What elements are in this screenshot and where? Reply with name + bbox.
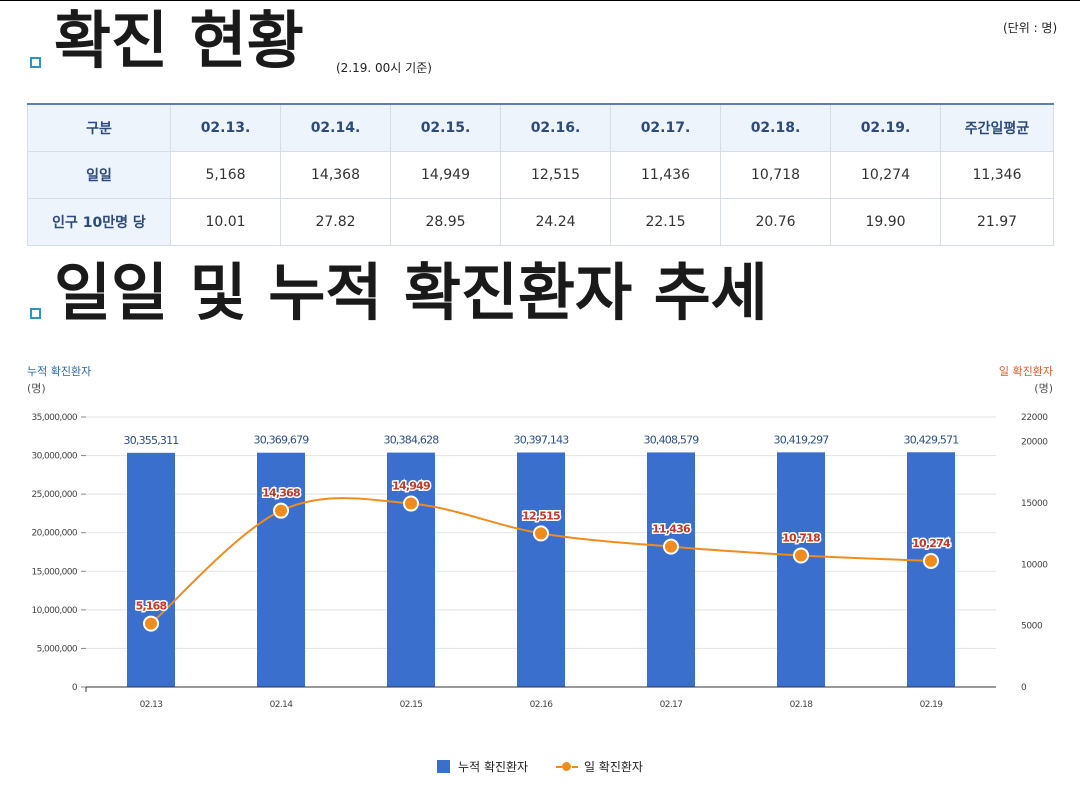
bar-cumulative: [517, 452, 565, 687]
left-axis-title: 누적 확진환자: [27, 365, 92, 378]
right-axis-tick-label: 5000: [1021, 622, 1043, 632]
table-cell: 22.15: [610, 198, 721, 246]
bar-cumulative: [777, 452, 825, 687]
top-rule: [0, 0, 1080, 1]
line-data-label: 5,168: [136, 600, 167, 613]
table-header-cell: 02.19.: [830, 103, 941, 152]
right-axis-unit: (명): [1034, 382, 1053, 395]
section2-title: 일일 및 누적 확진환자 추세: [54, 256, 768, 329]
right-axis-tick-label: 15000: [1021, 499, 1048, 509]
line-data-label: 11,436: [652, 523, 691, 536]
row-label: 일일: [27, 151, 171, 199]
legend-line-marker-icon: [555, 760, 578, 773]
trend-chart: 30,355,311 30,369,679 30,384,628 30,397,143…: [31, 413, 1048, 710]
table-cell: 28.95: [390, 198, 501, 246]
table-cell: 20.76: [720, 198, 831, 246]
legend-label: 일 확진환자: [583, 760, 643, 774]
legend-item-bar: 누적 확진환자: [437, 758, 528, 775]
section1-bullet-icon: [30, 57, 41, 68]
table-cell: 21.97: [940, 198, 1054, 246]
x-tick-label: 02.13: [140, 700, 163, 710]
right-axis-tick-label: 22000: [1021, 413, 1048, 423]
unit-note: (단위 : 명): [1003, 21, 1058, 35]
left-axis-unit: (명): [27, 382, 46, 395]
section2-bullet-icon: [30, 308, 41, 319]
x-tick-label: 02.14: [270, 700, 294, 710]
left-axis-tick-label: 20,000,000: [31, 529, 77, 539]
table-header-cell: 02.18.: [720, 103, 831, 152]
table-row-per-100k: 인구 10만명 당 10.01 27.82 28.95 24.24 22.15 …: [27, 198, 1054, 246]
bar-cumulative: [387, 452, 435, 687]
row-label: 인구 10만명 당: [27, 198, 171, 246]
bar-data-label: 30,355,311: [124, 434, 179, 447]
bar-data-label: 30,419,297: [774, 433, 830, 446]
table-cell: 10.01: [170, 198, 281, 246]
line-point: [533, 525, 549, 542]
bar-data-label: 30,429,571: [904, 433, 959, 446]
chart-legend: 누적 확진환자 일 확진환자: [0, 758, 1080, 776]
bar-data-label: 30,384,628: [384, 434, 440, 447]
bar-cumulative: [647, 452, 695, 687]
table-header-cell: 02.16.: [500, 103, 611, 152]
bar-data-label: 30,397,143: [514, 434, 570, 447]
legend-label: 누적 확진환자: [458, 760, 529, 774]
right-axis-title: 일 확진환자: [998, 365, 1053, 378]
left-axis-tick-label: 5,000,000: [37, 644, 78, 654]
line-point: [923, 552, 939, 569]
stats-table: 구분 02.13. 02.14. 02.15. 02.16. 02.17. 02…: [27, 103, 1054, 246]
legend-bar-swatch-icon: [437, 760, 451, 773]
table-header-cell: 주간일평균: [940, 103, 1054, 152]
table-cell: 10,274: [830, 151, 941, 199]
left-axis-tick-label: 15,000,000: [31, 567, 77, 577]
table-cell: 24.24: [500, 198, 611, 246]
x-tick-label: 02.15: [400, 700, 423, 710]
bar-data-label: 30,369,679: [254, 434, 310, 447]
bar-data-label: 30,408,579: [644, 433, 700, 446]
table-cell: 14,368: [280, 151, 391, 199]
table-cell: 27.82: [280, 198, 391, 246]
bar-cumulative: [907, 452, 955, 687]
basis-time: (2.19. 00시 기준): [336, 61, 432, 75]
right-axis-tick-label: 10000: [1021, 560, 1048, 570]
line-point: [793, 547, 809, 564]
left-axis-tick-label: 30,000,000: [31, 452, 77, 462]
table-header-cell: 02.15.: [390, 103, 501, 152]
table-cell: 19.90: [830, 198, 941, 246]
left-axis-tick-label: 35,000,000: [31, 413, 77, 423]
line-data-label: 10,274: [912, 537, 951, 550]
bar-cumulative: [257, 452, 305, 687]
x-tick-label: 02.19: [920, 700, 944, 710]
table-cell: 14,949: [390, 151, 501, 199]
left-axis-tick-label: 10,000,000: [31, 606, 77, 616]
table-row-daily: 일일 5,168 14,368 14,949 12,515 11,436 10,…: [27, 151, 1054, 199]
line-point: [663, 538, 679, 555]
table-cell: 12,515: [500, 151, 611, 199]
legend-item-line: 일 확진환자: [555, 758, 643, 775]
left-axis-tick-label: 25,000,000: [31, 490, 77, 500]
right-axis-tick-label: 20000: [1021, 438, 1048, 448]
table-header-cell: 02.17.: [610, 103, 721, 152]
table-cell: 5,168: [170, 151, 281, 199]
bar-cumulative: [127, 452, 175, 687]
table-header-cell: 02.13.: [170, 103, 281, 152]
table-cell: 11,346: [940, 151, 1054, 199]
line-data-label: 14,949: [392, 480, 430, 493]
line-point: [273, 502, 289, 519]
x-tick-label: 02.18: [790, 700, 814, 710]
line-data-label: 10,718: [782, 531, 820, 544]
section1-title: 확진 현황: [54, 4, 304, 77]
right-axis-tick-label: 0: [1021, 683, 1027, 693]
table-cell: 10,718: [720, 151, 831, 199]
line-data-label: 12,515: [522, 509, 560, 522]
line-point: [143, 615, 159, 632]
x-tick-label: 02.17: [660, 700, 683, 710]
left-axis-tick-label: 0: [72, 683, 78, 693]
line-point: [403, 495, 419, 512]
line-data-label: 14,368: [262, 487, 300, 500]
x-tick-label: 02.16: [530, 700, 554, 710]
